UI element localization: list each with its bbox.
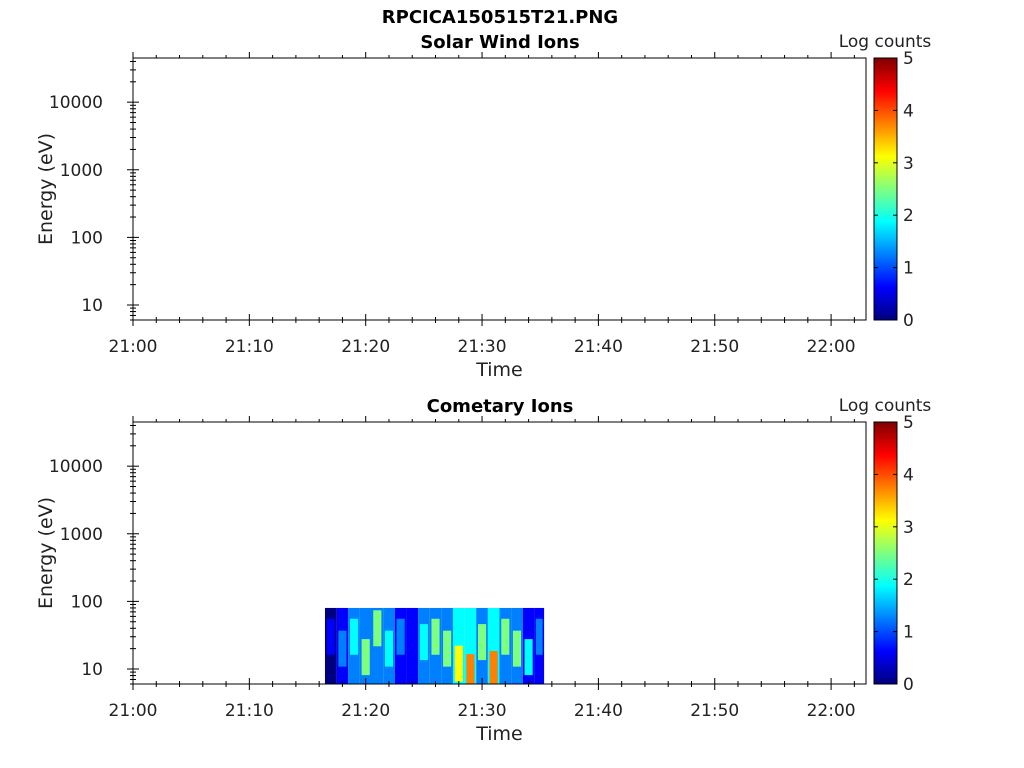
heatmap-cell [477, 624, 487, 661]
heatmap-cell [384, 630, 394, 667]
x-axis-label: Time [475, 723, 523, 745]
colorbar-tick-label: 0 [903, 311, 914, 331]
heatmap-cell [466, 654, 475, 684]
colorbar-tick-label: 2 [903, 570, 914, 590]
heatmap-cell [338, 630, 347, 667]
y-tick-label: 100 [71, 228, 103, 248]
y-tick-label: 10 [81, 296, 103, 316]
x-tick-label: 21:30 [458, 701, 507, 721]
y-tick-label: 10000 [49, 457, 103, 477]
y-tick-label: 1000 [60, 525, 103, 545]
y-tick-label: 1000 [60, 161, 103, 181]
colorbar-tick-label: 0 [903, 675, 914, 695]
panel-title: Solar Wind Ions [420, 32, 579, 53]
colorbar-tick-label: 4 [903, 101, 914, 121]
heatmap-cell [396, 618, 405, 655]
heatmap-cell [524, 639, 533, 676]
heatmap-cell [443, 630, 452, 667]
x-tick-label: 22:00 [807, 701, 856, 721]
y-axis-label: Energy (eV) [35, 497, 57, 609]
heatmap-cell [489, 651, 498, 684]
y-tick-label: 10000 [49, 93, 103, 113]
heatmap-cell [431, 618, 440, 655]
heatmap-cell [326, 618, 335, 655]
x-tick-label: 21:00 [109, 337, 158, 357]
x-tick-label: 21:30 [458, 337, 507, 357]
x-tick-label: 21:10 [225, 701, 274, 721]
colorbar [873, 57, 898, 321]
colorbar-tick-label: 1 [903, 259, 914, 279]
heatmap-cell [349, 618, 359, 655]
x-axis-label: Time [475, 359, 523, 381]
heatmap-column [464, 607, 477, 684]
colorbar-tick-label: 3 [903, 154, 914, 174]
x-tick-label: 22:00 [807, 337, 856, 357]
heatmap-column [487, 607, 500, 684]
x-tick-label: 21:20 [341, 337, 390, 357]
colorbar-title: Log counts [839, 396, 932, 416]
heatmap-cell [408, 639, 417, 676]
x-tick-label: 21:20 [341, 701, 390, 721]
colorbar-tick-label: 4 [903, 465, 914, 485]
colorbar-tick-label: 2 [903, 206, 914, 226]
panel-title: Cometary Ions [427, 396, 574, 417]
x-tick-label: 21:40 [574, 701, 623, 721]
heatmap-cell [419, 624, 428, 661]
x-tick-label: 21:50 [690, 337, 739, 357]
colorbar-tick-label: 1 [903, 623, 914, 643]
heatmap-cell [373, 610, 382, 647]
y-axis-label: Energy (eV) [35, 133, 57, 245]
heatmap-cell [454, 645, 463, 682]
colorbar-tick-label: 5 [903, 413, 914, 433]
y-tick-label: 10 [81, 660, 103, 680]
x-tick-label: 21:00 [109, 701, 158, 721]
heatmap-cell [535, 618, 543, 655]
colorbar [873, 421, 898, 685]
x-tick-label: 21:10 [225, 337, 274, 357]
plot-frame [132, 57, 867, 321]
heatmap-cell [512, 630, 522, 667]
colorbar-tick-label: 5 [903, 49, 914, 69]
y-tick-label: 100 [71, 592, 103, 612]
x-tick-label: 21:40 [574, 337, 623, 357]
heatmap-cell [501, 618, 510, 655]
plot-frame [132, 421, 867, 685]
colorbar-tick-label: 3 [903, 518, 914, 538]
figure-title: RPCICA150515T21.PNG [381, 7, 619, 28]
colorbar-title: Log counts [839, 32, 932, 52]
x-tick-label: 21:50 [690, 701, 739, 721]
heatmap-cell [361, 639, 370, 676]
